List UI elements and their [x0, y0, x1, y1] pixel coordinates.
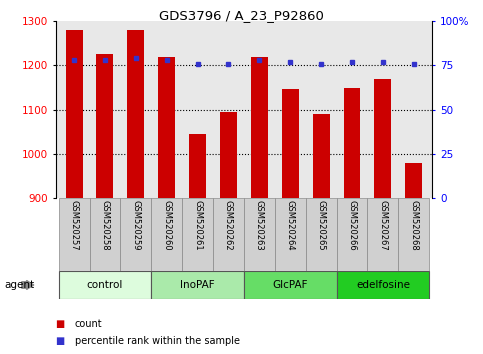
Text: GSM520258: GSM520258	[100, 200, 110, 251]
Bar	[97, 55, 114, 198]
Text: GSM520264: GSM520264	[286, 200, 295, 251]
Bar	[213, 198, 244, 271]
Text: GSM520261: GSM520261	[193, 200, 202, 251]
Text: GSM520263: GSM520263	[255, 200, 264, 251]
Bar	[151, 272, 244, 298]
Bar	[306, 198, 337, 271]
Bar	[337, 198, 368, 271]
Bar	[128, 30, 144, 198]
Bar	[151, 198, 182, 271]
Text: GlcPAF: GlcPAF	[272, 280, 308, 290]
Bar	[66, 30, 83, 198]
Text: GDS3796 / A_23_P92860: GDS3796 / A_23_P92860	[159, 9, 324, 22]
Bar	[182, 198, 213, 271]
Bar	[275, 198, 306, 271]
Bar	[58, 198, 89, 271]
Bar	[244, 198, 275, 271]
Bar	[189, 134, 206, 198]
Bar	[374, 79, 391, 198]
Bar	[405, 163, 422, 198]
Bar	[89, 198, 120, 271]
Bar	[220, 112, 237, 198]
Bar	[343, 88, 360, 198]
Text: percentile rank within the sample: percentile rank within the sample	[75, 336, 240, 346]
Text: InoPAF: InoPAF	[180, 280, 215, 290]
Bar	[313, 114, 329, 198]
Text: GSM520257: GSM520257	[70, 200, 79, 251]
Text: GSM520260: GSM520260	[162, 200, 171, 251]
Text: GSM520262: GSM520262	[224, 200, 233, 251]
Bar	[337, 272, 429, 298]
Text: count: count	[75, 319, 102, 329]
Bar	[251, 57, 268, 198]
Bar	[398, 198, 429, 271]
Text: GSM520266: GSM520266	[347, 200, 356, 251]
Text: GSM520265: GSM520265	[317, 200, 326, 251]
Bar	[368, 198, 398, 271]
Bar	[282, 88, 298, 198]
Text: ■: ■	[56, 319, 65, 329]
Bar	[244, 272, 337, 298]
Text: edelfosine: edelfosine	[356, 280, 410, 290]
Text: GSM520268: GSM520268	[409, 200, 418, 251]
Text: GSM520267: GSM520267	[378, 200, 387, 251]
Bar	[58, 272, 151, 298]
Bar	[120, 198, 151, 271]
Text: ■: ■	[56, 336, 65, 346]
Bar	[158, 57, 175, 198]
Text: agent: agent	[5, 280, 35, 290]
Text: GSM520259: GSM520259	[131, 200, 141, 251]
Text: control: control	[87, 280, 123, 290]
